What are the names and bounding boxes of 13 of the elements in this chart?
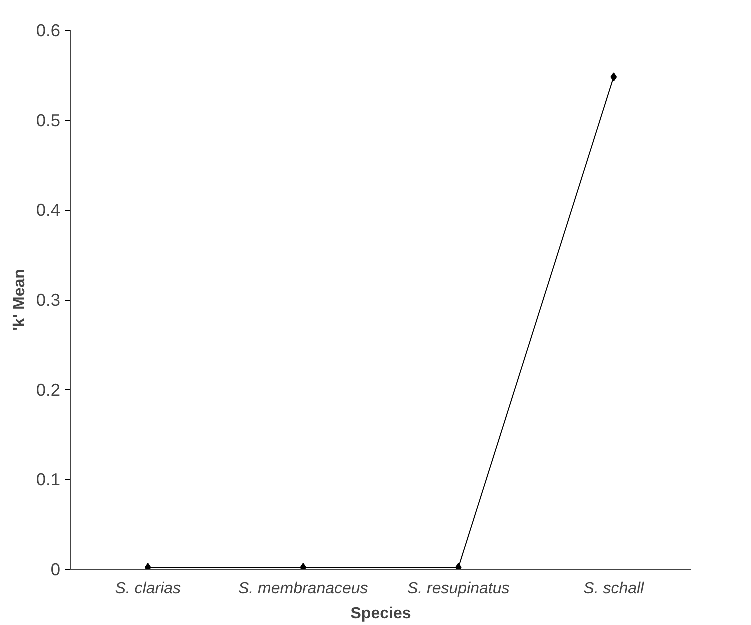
x-tick-label: S. resupinatus [407, 580, 510, 598]
x-tick-label: S. schall [584, 580, 645, 598]
x-tick-label: S. clarias [115, 580, 182, 598]
x-axis-title: Species [350, 606, 412, 622]
y-tick-label: 0.2 [36, 380, 61, 400]
y-axis-title: 'k' Mean [11, 269, 28, 331]
y-tick-label: 0.4 [36, 200, 61, 220]
y-tick-label: 0.6 [36, 20, 61, 40]
y-tick-label: 0 [50, 560, 61, 580]
y-tick-label: 0.3 [36, 290, 61, 310]
y-tick-label: 0.1 [36, 470, 61, 490]
y-tick-label: 0.5 [36, 110, 61, 130]
x-tick-label: S. membranaceus [238, 580, 368, 598]
